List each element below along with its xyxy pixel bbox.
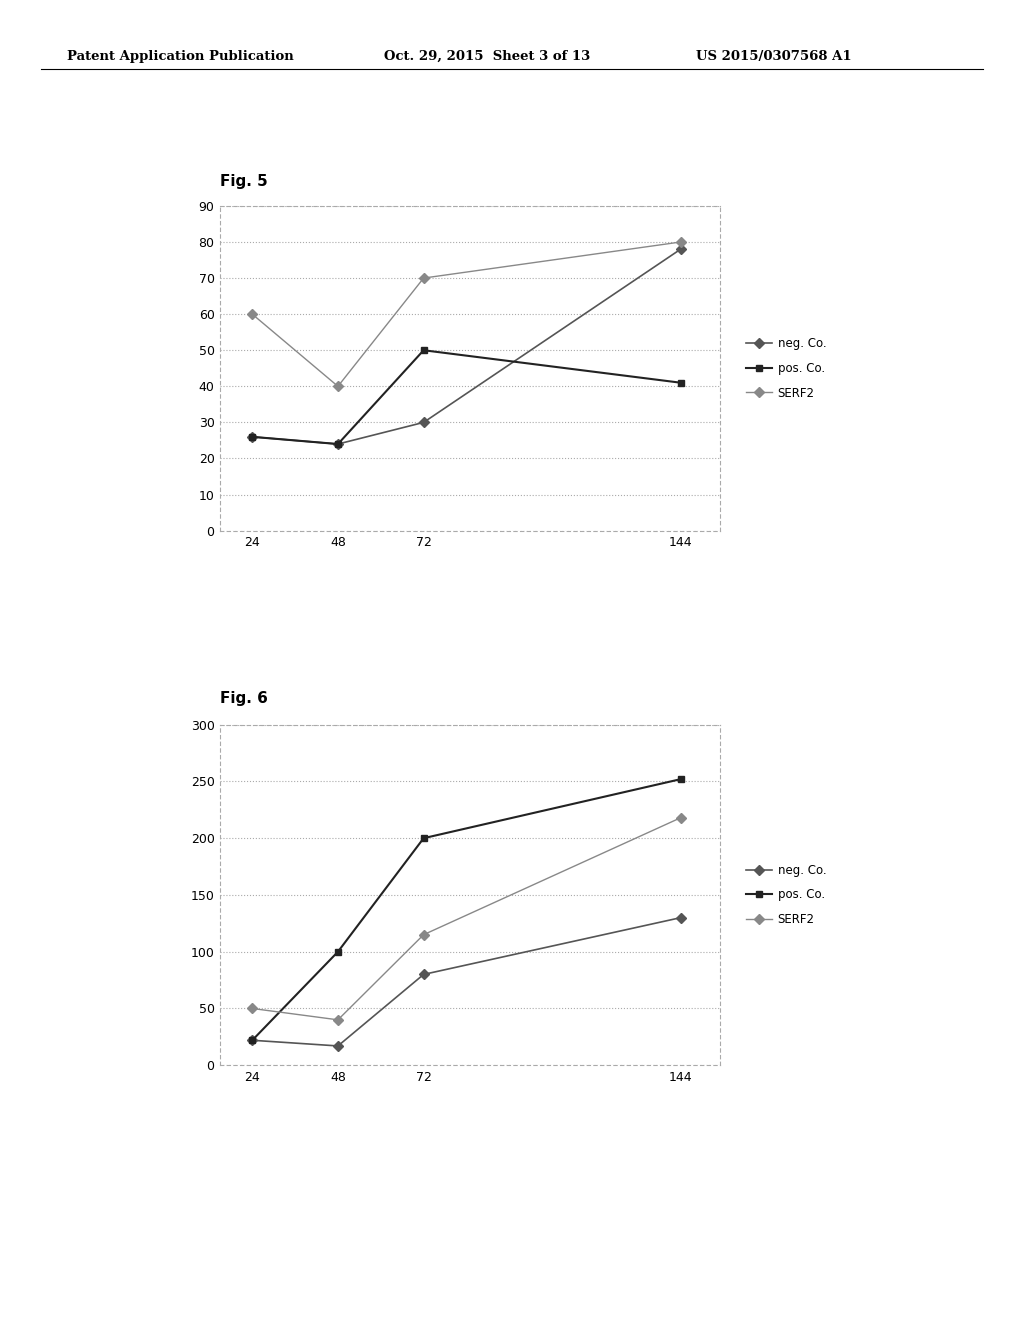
- pos. Co.: [675, 771, 687, 787]
- Text: Oct. 29, 2015  Sheet 3 of 13: Oct. 29, 2015 Sheet 3 of 13: [384, 50, 590, 63]
- neg. Co.: [675, 909, 687, 925]
- SERF2: [246, 306, 258, 322]
- neg. Co.: [246, 1032, 258, 1048]
- SERF2: [675, 810, 687, 826]
- pos. Co.: [246, 1032, 258, 1048]
- neg. Co.: [246, 429, 258, 445]
- neg. Co.: [332, 1038, 344, 1053]
- SERF2: [418, 927, 430, 942]
- pos. Co.: [675, 375, 687, 391]
- Text: Fig. 6: Fig. 6: [220, 692, 268, 706]
- SERF2: [418, 271, 430, 286]
- Text: Patent Application Publication: Patent Application Publication: [67, 50, 293, 63]
- SERF2: [332, 1012, 344, 1028]
- pos. Co.: [332, 944, 344, 960]
- Line: pos. Co.: pos. Co.: [249, 776, 684, 1044]
- neg. Co.: [332, 436, 344, 451]
- Text: Fig. 5: Fig. 5: [220, 174, 268, 189]
- Line: SERF2: SERF2: [249, 814, 684, 1023]
- pos. Co.: [246, 429, 258, 445]
- neg. Co.: [418, 966, 430, 982]
- Line: pos. Co.: pos. Co.: [249, 347, 684, 447]
- pos. Co.: [418, 342, 430, 358]
- Line: neg. Co.: neg. Co.: [249, 915, 684, 1049]
- SERF2: [332, 379, 344, 395]
- pos. Co.: [332, 436, 344, 451]
- SERF2: [675, 234, 687, 249]
- neg. Co.: [675, 242, 687, 257]
- pos. Co.: [418, 830, 430, 846]
- SERF2: [246, 1001, 258, 1016]
- Text: US 2015/0307568 A1: US 2015/0307568 A1: [696, 50, 852, 63]
- Line: SERF2: SERF2: [249, 239, 684, 389]
- neg. Co.: [418, 414, 430, 430]
- Line: neg. Co.: neg. Co.: [249, 246, 684, 447]
- Legend: neg. Co., pos. Co., SERF2: neg. Co., pos. Co., SERF2: [745, 337, 826, 400]
- Legend: neg. Co., pos. Co., SERF2: neg. Co., pos. Co., SERF2: [745, 863, 826, 927]
